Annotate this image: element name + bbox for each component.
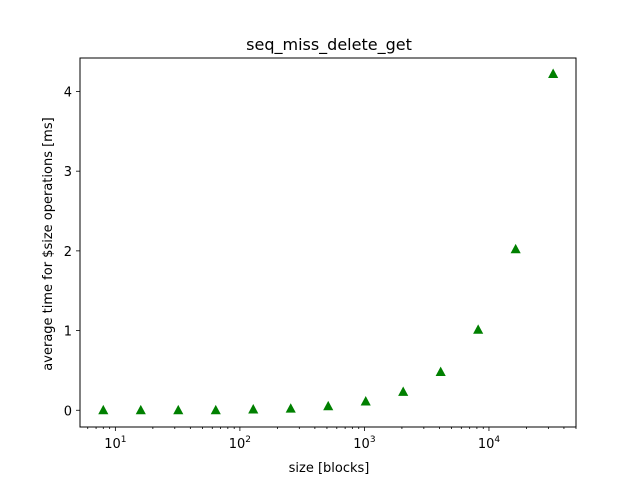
y-tick-label: 1 bbox=[64, 325, 72, 340]
y-axis-ticks: 0 1 2 3 4 bbox=[64, 85, 80, 419]
x-tick-label: 102 bbox=[229, 435, 251, 452]
data-point bbox=[510, 243, 521, 254]
data-point bbox=[173, 404, 184, 415]
plot-frame bbox=[79, 57, 577, 428]
y-tick-label: 0 bbox=[64, 404, 72, 419]
data-point bbox=[360, 396, 371, 406]
data-markers bbox=[98, 68, 559, 415]
x-tick-label: 104 bbox=[478, 435, 501, 452]
data-point bbox=[248, 404, 259, 414]
data-point bbox=[398, 386, 409, 396]
y-tick-label: 2 bbox=[64, 245, 72, 260]
plot-area bbox=[79, 57, 577, 428]
chart-title: seq_miss_delete_get bbox=[246, 35, 412, 55]
data-point bbox=[98, 404, 109, 415]
data-point bbox=[323, 400, 334, 411]
data-point bbox=[473, 324, 484, 334]
x-axis-ticks: 101 102 103 104 bbox=[87, 427, 577, 452]
y-tick-label: 3 bbox=[64, 165, 72, 180]
y-axis-label: average time for $size operations [ms] bbox=[41, 117, 56, 370]
x-axis-label: size [blocks] bbox=[289, 461, 370, 476]
x-tick-label: 101 bbox=[104, 435, 126, 452]
y-tick-label: 4 bbox=[64, 85, 72, 100]
data-point bbox=[285, 403, 296, 413]
data-point bbox=[548, 68, 559, 78]
x-tick-label: 103 bbox=[353, 435, 375, 452]
data-point bbox=[210, 404, 221, 415]
data-point bbox=[135, 404, 146, 415]
data-point bbox=[435, 366, 446, 377]
